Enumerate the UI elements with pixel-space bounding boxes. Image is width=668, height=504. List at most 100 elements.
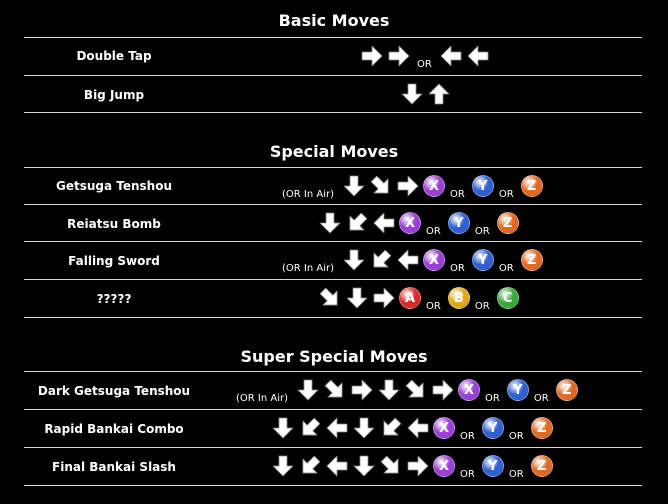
- arrow-down-right-icon: [323, 378, 347, 402]
- divider: [24, 112, 642, 113]
- z-button-icon: Z: [520, 249, 543, 271]
- move-name: Dark Getsuga Tenshou: [37, 384, 191, 398]
- move-row: Final Bankai Slash X OR Y OR Z: [24, 448, 642, 485]
- arrow-left-icon: [325, 416, 349, 440]
- divider: [24, 371, 642, 372]
- divider: [24, 75, 642, 76]
- move-name: Double Tap: [76, 49, 152, 63]
- in-air-note: (OR In Air): [282, 263, 334, 274]
- y-button-icon: Y: [471, 249, 494, 271]
- y-button-icon: Y: [471, 175, 494, 197]
- move-row: Rapid Bankai Combo X OR Y OR Z: [24, 410, 642, 447]
- arrow-down-icon: [296, 378, 320, 402]
- in-air-note: (OR In Air): [236, 393, 288, 404]
- or-label: OR: [508, 431, 524, 442]
- divider: [24, 447, 642, 448]
- arrow-right-icon: [387, 44, 411, 68]
- arrow-down-icon: [342, 174, 366, 198]
- y-button-icon: Y: [506, 379, 529, 401]
- arrow-right-icon: [396, 174, 420, 198]
- arrow-down-icon: [342, 248, 366, 272]
- arrow-down-icon: [271, 416, 295, 440]
- x-button-icon: X: [399, 212, 421, 234]
- or-label: OR: [498, 263, 514, 274]
- arrow-down-right-icon: [404, 378, 428, 402]
- b-button-icon: B: [447, 287, 470, 309]
- divider: [24, 279, 642, 280]
- y-button-icon: Y: [481, 455, 504, 477]
- move-inputs: X OR Y OR Z: [271, 451, 555, 481]
- arrow-left-icon: [396, 248, 420, 272]
- move-inputs: [400, 79, 454, 109]
- section-title-super: Super Special Moves: [240, 347, 428, 366]
- arrow-up-icon: [427, 82, 451, 106]
- or-label: OR: [450, 189, 465, 200]
- arrow-left-icon: [439, 44, 463, 68]
- section-title-special: Special Moves: [269, 142, 399, 161]
- move-inputs: (OR In Air) X OR Y OR Z: [236, 375, 580, 405]
- divider: [24, 317, 642, 318]
- arrow-right-icon: [350, 378, 374, 402]
- move-name: Final Bankai Slash: [52, 460, 176, 474]
- divider: [24, 241, 642, 242]
- divider: [24, 167, 642, 168]
- move-name: Getsuga Tenshou: [55, 179, 173, 193]
- move-row: Falling Sword (OR In Air) X OR Y OR Z: [24, 242, 642, 279]
- arrow-down-icon: [318, 211, 342, 235]
- arrow-down-right-icon: [369, 174, 393, 198]
- or-label: OR: [417, 59, 432, 70]
- arrow-down-icon: [377, 378, 401, 402]
- arrow-down-left-icon: [345, 211, 369, 235]
- or-label: OR: [533, 393, 549, 404]
- or-label: OR: [450, 263, 465, 274]
- move-row: Dark Getsuga Tenshou (OR In Air) X OR Y OR Z: [24, 372, 642, 409]
- arrow-down-icon: [400, 82, 424, 106]
- divider: [24, 204, 642, 205]
- move-row: Big Jump: [24, 76, 642, 113]
- move-inputs: A OR B OR C: [318, 283, 521, 313]
- move-name: Big Jump: [83, 88, 145, 102]
- arrow-down-left-icon: [379, 416, 403, 440]
- arrow-down-right-icon: [379, 454, 403, 478]
- arrow-left-icon: [372, 211, 396, 235]
- or-label: OR: [485, 393, 500, 404]
- move-row: ????? A OR B OR C: [24, 280, 642, 317]
- z-button-icon: Z: [530, 455, 553, 477]
- move-row: Double Tap OR: [24, 38, 642, 75]
- x-button-icon: X: [423, 175, 445, 197]
- or-label: OR: [426, 301, 441, 312]
- or-label: OR: [460, 469, 475, 480]
- move-inputs: (OR In Air) X OR Y OR Z: [282, 245, 545, 275]
- a-button-icon: A: [399, 287, 421, 309]
- arrow-down-left-icon: [298, 454, 322, 478]
- divider: [24, 409, 642, 410]
- move-inputs: OR: [360, 41, 493, 71]
- move-name: Reiatsu Bomb: [67, 217, 161, 231]
- x-button-icon: X: [423, 249, 445, 271]
- arrow-down-left-icon: [298, 416, 322, 440]
- divider: [24, 485, 642, 486]
- move-name: Falling Sword: [68, 254, 160, 268]
- or-label: OR: [474, 226, 490, 237]
- arrow-left-icon: [466, 44, 490, 68]
- arrow-down-icon: [352, 454, 376, 478]
- z-button-icon: Z: [496, 212, 519, 234]
- arrow-down-icon: [345, 286, 369, 310]
- move-inputs: X OR Y OR Z: [271, 413, 555, 443]
- move-row: Getsuga Tenshou (OR In Air) X OR Y OR Z: [24, 168, 642, 205]
- c-button-icon: C: [496, 287, 519, 309]
- z-button-icon: Z: [555, 379, 578, 401]
- arrow-right-icon: [431, 378, 455, 402]
- move-row: Reiatsu Bomb X OR Y OR Z: [24, 205, 642, 242]
- or-label: OR: [474, 301, 490, 312]
- arrow-right-icon: [360, 44, 384, 68]
- arrow-down-icon: [271, 454, 295, 478]
- or-label: OR: [426, 226, 441, 237]
- arrow-down-right-icon: [318, 286, 342, 310]
- or-label: OR: [460, 431, 475, 442]
- arrow-left-icon: [406, 416, 430, 440]
- y-button-icon: Y: [447, 212, 470, 234]
- move-name: ?????: [96, 292, 132, 306]
- z-button-icon: Z: [520, 175, 543, 197]
- x-button-icon: X: [458, 379, 480, 401]
